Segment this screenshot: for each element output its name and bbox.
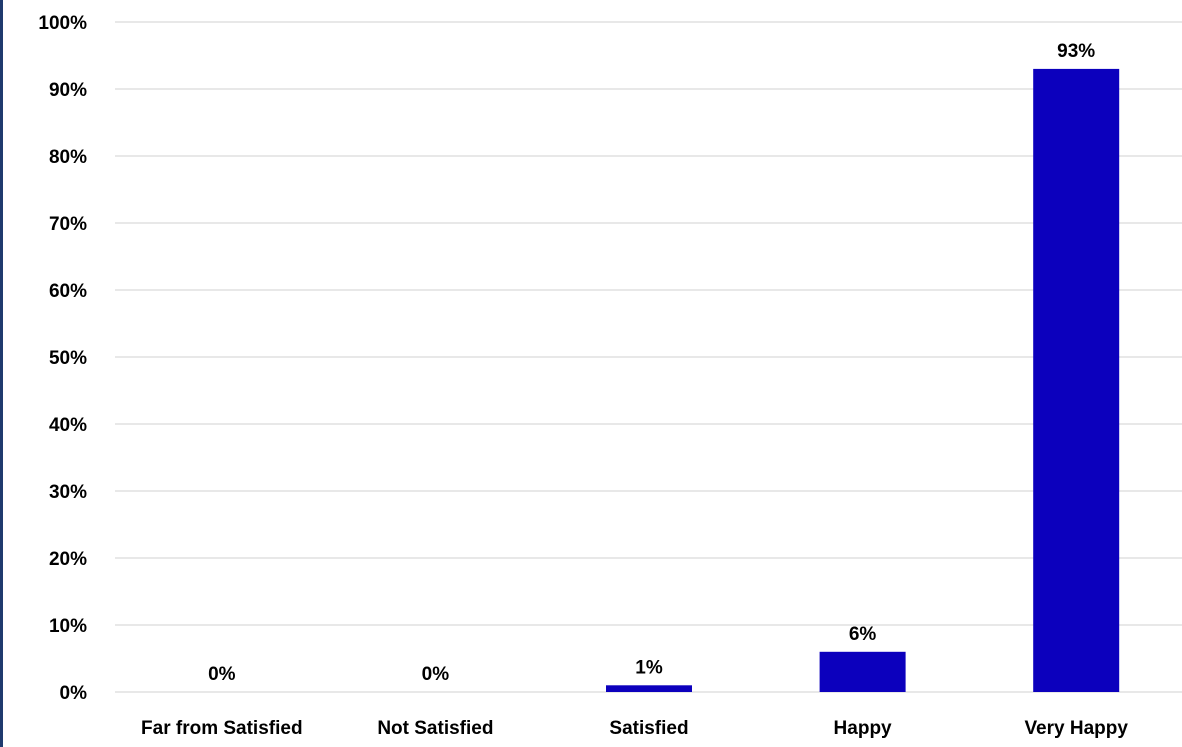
- data-label: 6%: [849, 624, 877, 645]
- bars: [606, 68, 1120, 692]
- x-category-label: Not Satisfied: [377, 718, 493, 739]
- y-tick-label: 20%: [49, 549, 87, 570]
- data-label: 0%: [208, 664, 236, 685]
- data-label: 0%: [422, 664, 450, 685]
- y-tick-label: 10%: [49, 616, 87, 637]
- y-tick-label: 60%: [49, 281, 87, 302]
- gridlines: [115, 21, 1182, 693]
- x-category-label: Satisfied: [609, 718, 688, 739]
- bar: [606, 685, 692, 692]
- bar-chart: 0% 10% 20% 30% 40% 50% 60% 70% 80% 90% 100% 0% 0% 1%…: [38, 13, 1182, 739]
- y-tick-label: 30%: [49, 482, 87, 503]
- x-category-label: Happy: [834, 718, 893, 739]
- y-tick-label: 80%: [49, 147, 87, 168]
- y-tick-label: 90%: [49, 80, 87, 101]
- y-tick-label: 40%: [49, 415, 87, 436]
- data-label: 1%: [635, 657, 663, 678]
- x-category-label: Very Happy: [1024, 718, 1128, 739]
- bar: [819, 651, 906, 692]
- y-axis-tick-labels: 0% 10% 20% 30% 40% 50% 60% 70% 80% 90% 100%: [38, 13, 87, 704]
- y-tick-label: 70%: [49, 214, 87, 235]
- data-label: 93%: [1057, 41, 1095, 62]
- y-tick-label: 50%: [49, 348, 87, 369]
- y-tick-label: 0%: [60, 683, 88, 704]
- x-axis-category-labels: Far from Satisfied Not Satisfied Satisfied…: [141, 718, 1128, 739]
- bar: [1033, 68, 1120, 692]
- data-labels: 0% 0% 1% 6% 93%: [208, 41, 1095, 685]
- y-tick-label: 100%: [38, 13, 87, 34]
- x-category-label: Far from Satisfied: [141, 718, 303, 739]
